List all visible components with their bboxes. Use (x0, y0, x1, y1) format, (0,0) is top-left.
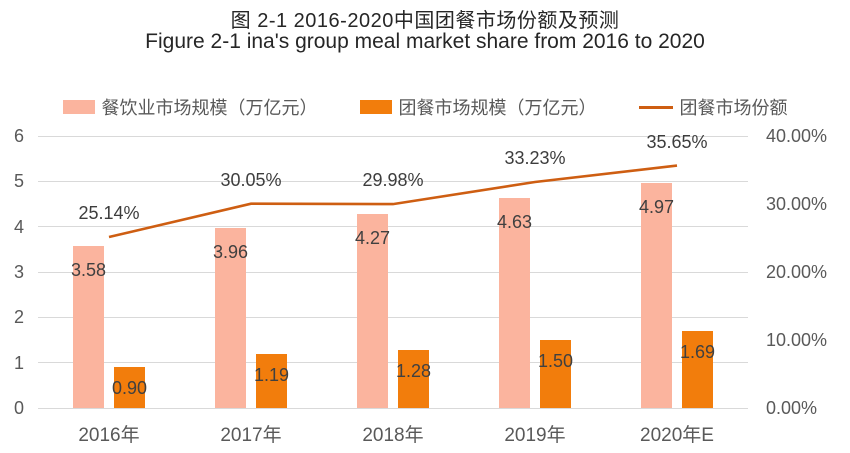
share-point-label: 33.23% (504, 148, 566, 169)
chart-title-zh: 图 2-1 2016-2020中国团餐市场份额及预测 (230, 10, 620, 32)
x-axis-label: 2019年 (504, 425, 566, 446)
left-axis-tick: 6 (13, 126, 24, 146)
bar-value-label: 1.69 (679, 342, 716, 363)
right-axis-tick: 40.00% (766, 126, 828, 146)
share-point-label: 35.65% (646, 131, 708, 152)
x-axis-label: 2017年 (220, 425, 282, 446)
bar-value-label: 0.90 (111, 378, 148, 399)
legend-item-market-share: 团餐市场份额 (638, 94, 788, 120)
gridline (38, 135, 748, 137)
legend-item-restaurant-market: 餐饮业市场规模（万亿元） (62, 94, 318, 120)
left-axis-tick: 4 (13, 216, 24, 237)
bar-value-label: 1.50 (537, 351, 574, 371)
group-meal-bar-2019年 (540, 340, 571, 408)
gridline (38, 226, 748, 228)
bar-value-label: 4.63 (496, 212, 533, 233)
gridline (38, 362, 748, 364)
bar-value-label: 3.96 (212, 242, 249, 263)
share-point-label: 25.14% (78, 203, 140, 224)
restaurant-market-bar-2020年E (641, 182, 672, 408)
bar-value-label: 4.97 (638, 196, 675, 217)
share-point-label: 30.05% (220, 169, 282, 190)
left-axis-tick: 2 (13, 307, 24, 328)
restaurant-market-bar-2019年 (499, 198, 530, 408)
gridline (38, 180, 748, 182)
restaurant-market-bar-2018年 (357, 214, 388, 408)
bar-value-label: 3.58 (70, 259, 107, 280)
legend-item-group-meal-market: 团餐市场规模（万亿元） (359, 94, 597, 120)
right-axis-tick: 10.00% (766, 330, 828, 350)
bar-value-label: 4.27 (354, 228, 391, 249)
share-point-label: 29.98% (362, 170, 424, 191)
right-axis-tick: 30.00% (766, 194, 828, 214)
restaurant-market-bar-2017年 (215, 228, 246, 408)
legend-swatch-market-share-line (638, 105, 673, 109)
left-axis-tick: 3 (13, 262, 24, 282)
gridline (38, 271, 748, 273)
legend-swatch-restaurant-market (62, 100, 95, 114)
bar-value-label: 1.19 (253, 365, 290, 386)
left-axis-tick: 5 (13, 171, 24, 192)
right-axis-tick: 20.00% (766, 262, 828, 282)
x-axis-label: 2018年 (362, 425, 424, 446)
x-axis-label: 2020年E (640, 425, 714, 446)
market-share-line (108, 164, 678, 239)
gridline (38, 407, 748, 409)
legend-swatch-group-meal-market (359, 100, 392, 114)
group-meal-bar-2020年E (682, 331, 713, 408)
plot-area: 3.58 3.96 4.27 4.63 4.97 0.90 1.19 1.28 1.50 1.69… (38, 132, 748, 409)
restaurant-market-bar-2016年 (73, 245, 104, 408)
legend-label-restaurant-market: 餐饮业市场规模（万亿元） (101, 98, 318, 118)
group-meal-bar-2016年 (114, 367, 145, 408)
right-axis-tick: 0.00% (766, 398, 818, 418)
legend: 餐饮业市场规模（万亿元） 团餐市场规模（万亿元） 团餐市场份额 (0, 94, 850, 120)
gridline (38, 316, 748, 318)
chart-title-en: Figure 2-1 ina's group meal market share… (145, 30, 705, 53)
group-meal-bar-2017年 (256, 354, 287, 408)
group-meal-bar-2018年 (398, 349, 429, 408)
legend-label-market-share: 团餐市场份额 (679, 98, 788, 118)
bar-value-label: 1.28 (395, 360, 432, 381)
legend-label-group-meal-market: 团餐市场规模（万亿元） (398, 98, 597, 118)
x-axis-label: 2016年 (78, 425, 140, 446)
left-axis-tick: 1 (13, 352, 24, 373)
left-axis-tick: 0 (13, 398, 24, 418)
